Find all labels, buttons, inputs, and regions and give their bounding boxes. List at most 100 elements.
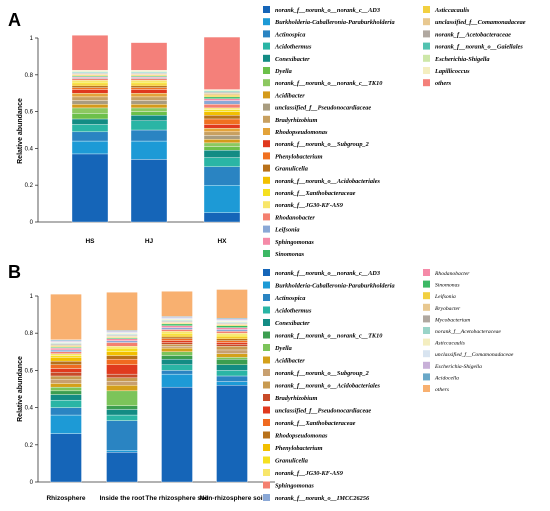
legend-swatch xyxy=(263,369,270,376)
bar-segment xyxy=(161,329,193,332)
bar-segment xyxy=(161,386,193,483)
legend-label: Conexibacter xyxy=(275,320,310,327)
bar-segment xyxy=(203,94,241,98)
legend-swatch xyxy=(263,30,270,38)
legend-swatch xyxy=(263,67,270,74)
panel-a-y-axis-title: Relative abundance xyxy=(17,98,24,164)
legend-label: Dyella xyxy=(274,345,292,352)
bar-segment xyxy=(130,129,168,142)
bar-segment xyxy=(161,325,193,328)
legend-swatch xyxy=(423,385,430,392)
y-tick-label: 0.2 xyxy=(25,443,34,449)
bar-segment xyxy=(161,323,193,326)
legend-swatch xyxy=(263,356,270,364)
bar-segment xyxy=(216,357,248,360)
bar-segment xyxy=(71,107,109,114)
bar-segment xyxy=(106,420,138,451)
legend-label: norank_f__norank_o__norank_c__AD3 xyxy=(275,7,380,14)
y-tick-label: 1 xyxy=(30,36,34,42)
legend-swatch xyxy=(263,54,270,62)
bar-segment xyxy=(106,373,138,379)
legend-swatch xyxy=(423,361,430,369)
bar-segment xyxy=(203,109,241,112)
x-category-label: HS xyxy=(85,238,95,245)
legend-label: Acidocella xyxy=(434,375,459,381)
bar-segment xyxy=(50,379,82,384)
bar-segment xyxy=(50,386,82,392)
bar-segment xyxy=(216,349,248,354)
bar-segment xyxy=(71,118,109,125)
y-tick-label: 0.2 xyxy=(25,183,34,189)
legend-label: norank_f__Xanthobacteraceae xyxy=(275,420,356,427)
bar-segment xyxy=(106,390,138,406)
legend-swatch xyxy=(263,91,270,99)
legend-swatch xyxy=(263,42,270,50)
bar-segment xyxy=(71,89,109,94)
legend-label: Granulicella xyxy=(275,458,308,465)
legend-label: Asticcacaulis xyxy=(434,341,465,347)
legend-swatch xyxy=(423,373,430,381)
bar-segment xyxy=(203,124,241,129)
bar-segment xyxy=(130,120,168,131)
legend-label: norank_f__norank_o__Subgroup_2 xyxy=(275,141,369,148)
bar-segment xyxy=(50,394,82,401)
legend-label: norank_f__JG30-KF-AS9 xyxy=(275,202,344,209)
bar-segment xyxy=(50,364,82,369)
bar-segment xyxy=(203,135,241,140)
bar-segment xyxy=(130,115,168,121)
y-tick-label: 1 xyxy=(30,294,34,300)
legend-label: unclassified_f__Pseudonocardiaceae xyxy=(275,105,371,112)
bar-segment xyxy=(161,334,193,338)
bar-segment xyxy=(203,36,241,90)
bar-segment xyxy=(106,385,138,392)
legend-label: norank_f__norank_o__Acidobacteriales xyxy=(275,178,381,185)
bar-segment xyxy=(203,118,241,125)
bar-segment xyxy=(161,370,193,375)
bar-segment xyxy=(203,185,241,213)
bar-segment xyxy=(130,111,168,116)
bar-segment xyxy=(203,212,241,223)
legend-label: Sinomonas xyxy=(275,251,305,258)
legend-label: Leifsonia xyxy=(274,227,300,234)
bar-segment xyxy=(216,333,248,336)
bar-segment xyxy=(161,364,193,371)
bar-segment xyxy=(50,347,82,351)
legend-swatch xyxy=(263,189,270,196)
bar-segment xyxy=(216,289,248,319)
legend-swatch xyxy=(263,250,270,257)
legend-label: Escherichia-Shigella xyxy=(434,56,490,63)
bar-segment xyxy=(161,333,193,336)
legend-label: Sinomonas xyxy=(435,283,460,289)
bar-segment xyxy=(130,81,168,85)
bar-segment xyxy=(130,104,168,109)
legend-swatch xyxy=(263,164,270,172)
bar-segment xyxy=(161,355,193,360)
legend-label: Leifsonia xyxy=(434,293,456,300)
bar-segment xyxy=(106,338,138,341)
bar-segment xyxy=(203,146,241,151)
bar-segment xyxy=(161,340,193,343)
legend-label: Conexibacter xyxy=(275,56,310,63)
legend-swatch xyxy=(263,103,270,111)
legend-label: Sphingomonas xyxy=(275,239,314,246)
legend-label: norank_f__Acetobacteraceae xyxy=(435,328,501,335)
legend-swatch xyxy=(263,225,270,233)
legend-label: Granulicella xyxy=(275,166,308,173)
legend-swatch xyxy=(263,176,270,184)
bar-segment xyxy=(216,325,248,328)
bar-segment xyxy=(106,351,138,356)
bar-segment xyxy=(71,80,109,83)
bar-segment xyxy=(130,42,168,71)
legend-label: Bryobacter xyxy=(435,306,461,312)
bar-segment xyxy=(50,372,82,377)
x-category-label: Non-rhizosphere soil xyxy=(200,495,265,502)
legend-label: Acidothermus xyxy=(274,308,312,315)
legend-swatch xyxy=(423,18,430,26)
legend-label: Escherichia-Shigella xyxy=(434,364,482,370)
legend-label: norank_f__JG30-KF-AS9 xyxy=(275,470,344,477)
bar-segment xyxy=(130,78,168,81)
legend-swatch xyxy=(423,79,430,87)
legend-swatch xyxy=(263,331,270,339)
bar-segment xyxy=(130,83,168,87)
panel-a-letter: A xyxy=(8,10,21,30)
